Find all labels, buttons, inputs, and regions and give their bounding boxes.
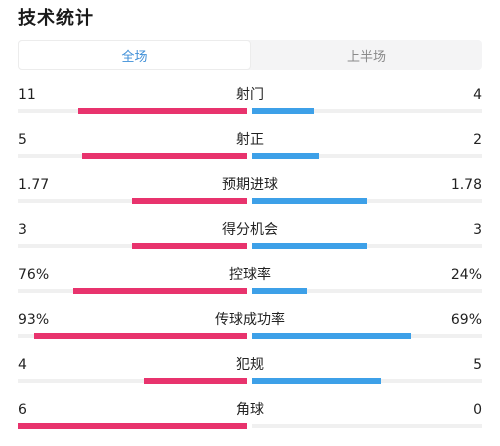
home-bar xyxy=(132,243,247,249)
away-value: 5 xyxy=(473,357,482,373)
home-bar xyxy=(18,423,247,429)
home-bar xyxy=(34,333,247,339)
stats-list: 11 射门 4 5 射正 2 1.77 预期进球 1.78 3 得分机会 3 76% 控球率 24% 93% 传… xyxy=(0,86,500,446)
away-bar-track xyxy=(252,289,482,293)
stat-row: 4 犯规 5 xyxy=(0,356,500,401)
stat-label: 射门 xyxy=(236,87,264,103)
home-value: 5 xyxy=(18,132,27,148)
away-bar xyxy=(252,333,411,339)
stat-row: 5 射正 2 xyxy=(0,131,500,176)
away-bar-track xyxy=(252,424,482,428)
away-bar xyxy=(252,243,367,249)
away-bar xyxy=(252,378,381,384)
home-bar-track xyxy=(18,379,247,383)
home-value: 11 xyxy=(18,87,36,103)
stat-row: 1.77 预期进球 1.78 xyxy=(0,176,500,221)
away-value: 0 xyxy=(473,402,482,418)
period-tabs: 全场 上半场 xyxy=(18,40,482,70)
stat-label: 射正 xyxy=(236,132,264,148)
away-bar xyxy=(252,198,367,204)
tab-first-half[interactable]: 上半场 xyxy=(346,49,386,65)
home-bar xyxy=(82,153,247,159)
stat-row: 3 得分机会 3 xyxy=(0,221,500,266)
stat-row: 11 射门 4 xyxy=(0,86,500,131)
home-bar xyxy=(132,198,247,204)
away-value: 3 xyxy=(473,222,482,238)
home-value: 6 xyxy=(18,402,27,418)
tab-full-match[interactable]: 全场 xyxy=(18,40,251,70)
home-value: 93% xyxy=(18,312,50,328)
away-value: 2 xyxy=(473,132,482,148)
away-bar xyxy=(252,288,307,294)
away-bar xyxy=(252,108,314,114)
away-value: 24% xyxy=(450,267,482,283)
stat-row: 93% 传球成功率 69% xyxy=(0,311,500,356)
away-value: 1.78 xyxy=(450,177,482,193)
home-bar xyxy=(144,378,247,384)
home-value: 3 xyxy=(18,222,27,238)
stat-row: 76% 控球率 24% xyxy=(0,266,500,311)
stat-label: 传球成功率 xyxy=(215,312,285,328)
stat-label: 得分机会 xyxy=(222,222,278,238)
home-bar xyxy=(78,108,247,114)
stat-label: 预期进球 xyxy=(222,177,278,193)
away-value: 69% xyxy=(450,312,482,328)
home-value: 76% xyxy=(18,267,50,283)
away-bar xyxy=(252,153,319,159)
away-value: 4 xyxy=(473,87,482,103)
home-bar xyxy=(73,288,247,294)
away-bar-track xyxy=(252,199,482,203)
away-bar-track xyxy=(252,109,482,113)
home-value: 4 xyxy=(18,357,27,373)
away-bar-track xyxy=(252,244,482,248)
stat-label: 控球率 xyxy=(229,267,271,283)
stat-label: 角球 xyxy=(236,402,264,418)
stat-label: 犯规 xyxy=(236,357,264,373)
away-bar-track xyxy=(252,154,482,158)
stat-row: 6 角球 0 xyxy=(0,401,500,446)
page-title: 技术统计 xyxy=(18,8,94,29)
home-value: 1.77 xyxy=(18,177,50,193)
